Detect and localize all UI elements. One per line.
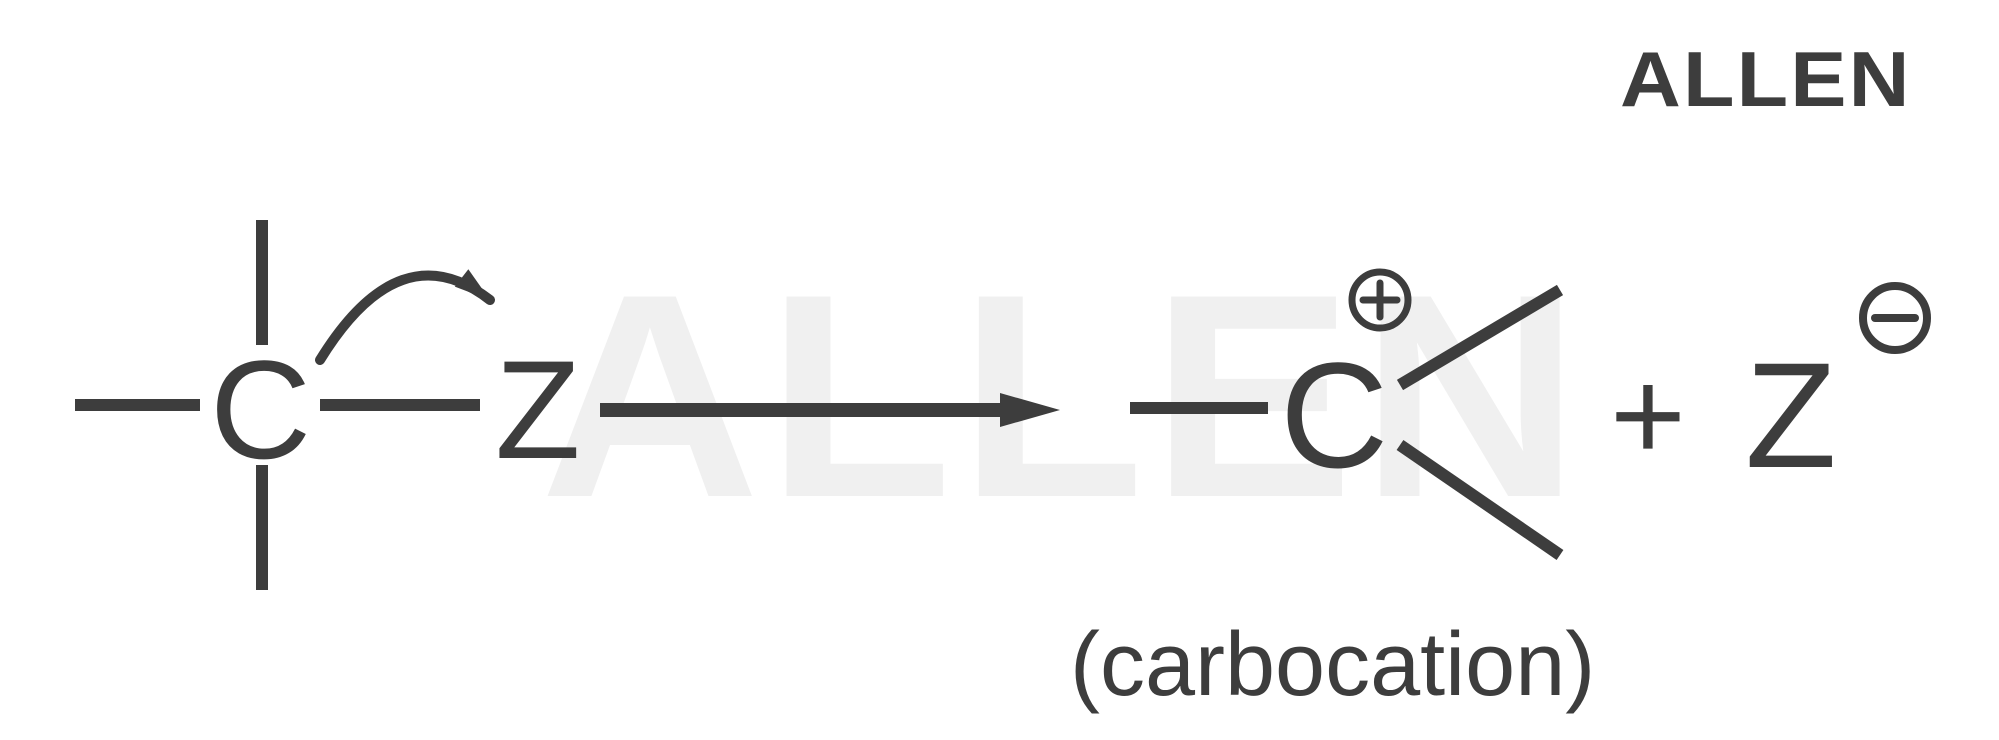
product-carbon: C [1280,340,1388,490]
plus-sign: + [1610,350,1686,480]
reactant-z: Z [495,340,581,480]
carbocation-caption: (carbocation) [1070,620,1595,710]
reactant-carbon: C [210,340,311,480]
product-z-anion: Z [1745,340,1837,490]
diagram-stage: ALLEN ALLEN C Z C + Z (carbocation) [0,0,1999,740]
